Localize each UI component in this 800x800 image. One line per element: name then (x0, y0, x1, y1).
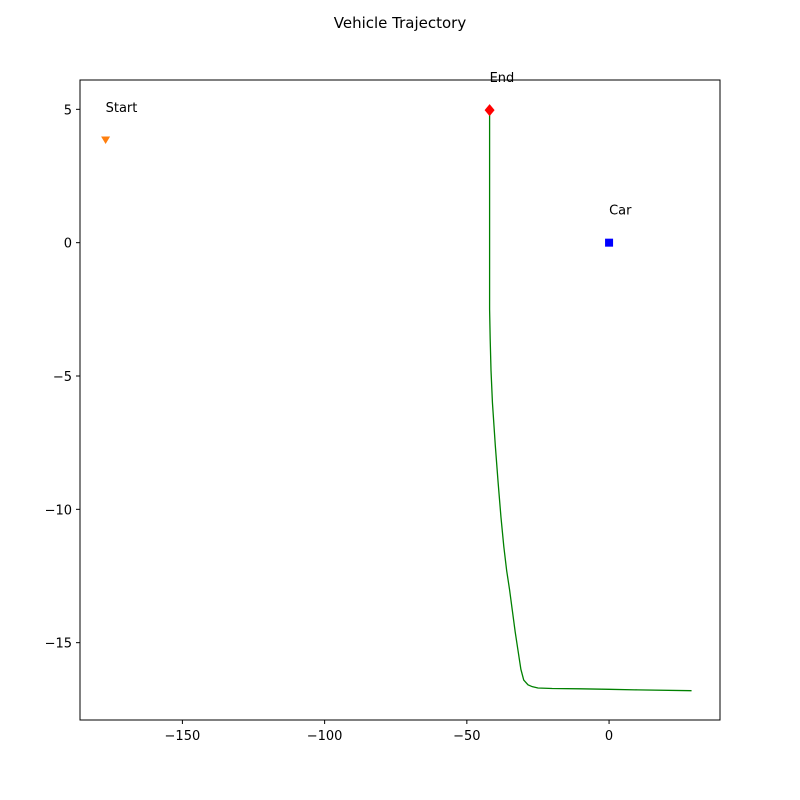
plot-frame (79, 79, 721, 721)
chart-title: Vehicle Trajectory (334, 14, 467, 32)
x-tick-label: −150 (165, 729, 201, 744)
car-marker (605, 238, 614, 247)
y-tick-label: 0 (64, 237, 72, 252)
plot-area: Start End Car (101, 71, 692, 692)
car-label: Car (609, 204, 632, 219)
axis-ticks: −150 −100 −50 0 5 0 −5 −10 −15 (45, 103, 614, 744)
y-tick-label: −5 (53, 370, 72, 385)
end-marker (484, 104, 495, 117)
y-tick-label: −15 (45, 637, 72, 652)
start-label: Start (106, 101, 138, 116)
trajectory-line (488, 110, 692, 692)
end-label: End (490, 71, 515, 86)
y-tick-label: −10 (45, 503, 72, 518)
x-tick-label: −50 (453, 729, 480, 744)
y-tick-label: 5 (64, 103, 72, 118)
start-marker (101, 136, 111, 144)
x-tick-label: 0 (605, 729, 613, 744)
x-tick-label: −100 (307, 729, 343, 744)
